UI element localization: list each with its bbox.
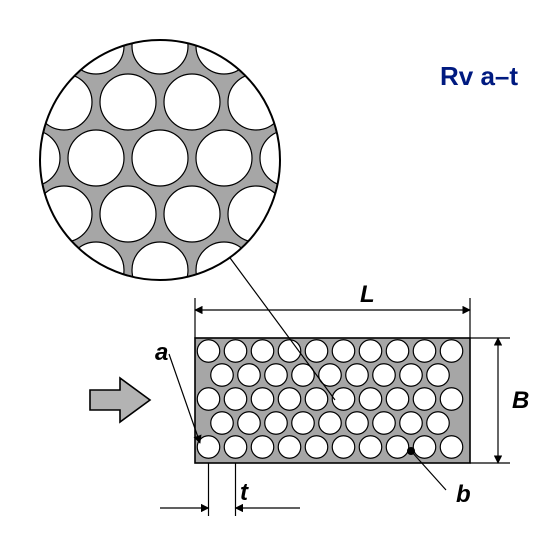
plate-hole (305, 388, 328, 411)
plate-hole (238, 364, 261, 387)
plate-hole (319, 412, 342, 435)
plate-hole (332, 436, 355, 459)
plate-hole (292, 412, 315, 435)
plate-hole (427, 364, 450, 387)
plate-hole (413, 388, 436, 411)
dim-a-label: a (155, 339, 168, 366)
plate-hole (305, 436, 328, 459)
plate-hole (251, 436, 274, 459)
plate-hole (386, 340, 409, 363)
plate-hole (211, 364, 234, 387)
plate-hole (238, 412, 261, 435)
plate-hole (400, 412, 423, 435)
dim-L-label: L (360, 281, 375, 308)
plate-hole (224, 388, 247, 411)
plate-hole (197, 436, 220, 459)
dim-B-label: B (512, 387, 529, 414)
plate-hole (413, 340, 436, 363)
plate-hole (373, 412, 396, 435)
plate-hole (278, 340, 301, 363)
plate-hole (440, 436, 463, 459)
plate-hole (251, 340, 274, 363)
magnifier-view (0, 0, 412, 354)
plate-hole (224, 340, 247, 363)
plate-hole (373, 364, 396, 387)
plate-hole (211, 412, 234, 435)
plate-hole (386, 388, 409, 411)
plate-hole (346, 412, 369, 435)
title-label: Rv a–t (440, 61, 518, 91)
plate-hole (197, 340, 220, 363)
plate-hole (359, 340, 382, 363)
plate-hole (440, 340, 463, 363)
plate-hole (224, 436, 247, 459)
plate-hole (440, 388, 463, 411)
plate-hole (305, 340, 328, 363)
plate-hole (278, 436, 301, 459)
plate-hole (332, 388, 355, 411)
dim-b-label: b (456, 481, 471, 508)
plate-hole (278, 388, 301, 411)
plate-hole (413, 436, 436, 459)
plate-hole (400, 364, 423, 387)
direction-arrow-icon (90, 378, 150, 422)
dim-t-label: t (240, 479, 249, 506)
plate-hole (359, 388, 382, 411)
plate-hole (346, 364, 369, 387)
plate-hole (197, 388, 220, 411)
plate-hole (265, 412, 288, 435)
perforated-plate (195, 338, 470, 463)
plate-hole (265, 364, 288, 387)
plate-hole (251, 388, 274, 411)
plate-hole (332, 340, 355, 363)
plate-hole (386, 436, 409, 459)
plate-hole (359, 436, 382, 459)
plate-hole (427, 412, 450, 435)
